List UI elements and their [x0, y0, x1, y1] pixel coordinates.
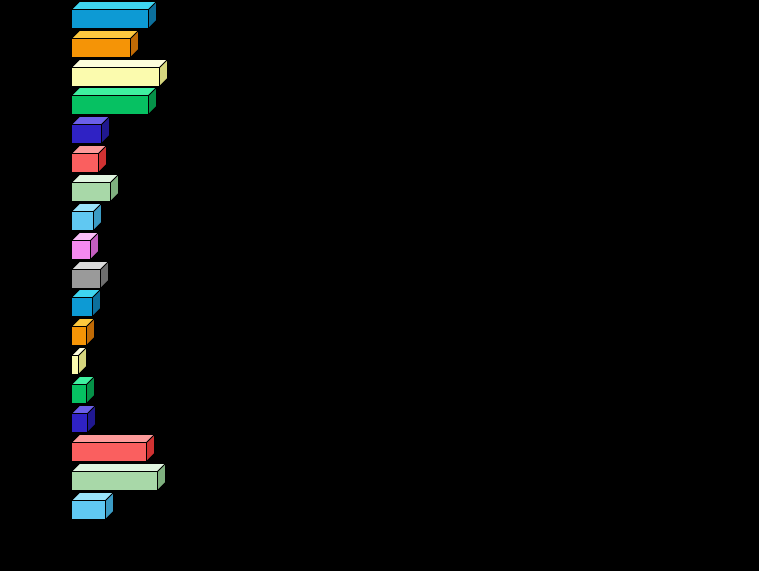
bar-14[interactable] — [70, 375, 96, 405]
bar-front-face — [71, 182, 111, 202]
bar-16[interactable] — [70, 433, 156, 463]
bar-top-face — [70, 59, 169, 68]
bar-front-face — [71, 153, 99, 173]
bar-7[interactable] — [70, 173, 120, 203]
bar-18[interactable] — [70, 491, 115, 521]
bar-15[interactable] — [70, 404, 97, 434]
bar-front-face — [71, 355, 79, 375]
bar-top-face — [70, 463, 167, 472]
bar-2[interactable] — [70, 29, 140, 59]
bar-top-face — [70, 434, 156, 443]
bar-front-face — [71, 211, 94, 231]
bar-8[interactable] — [70, 202, 103, 232]
bar-11[interactable] — [70, 288, 102, 318]
bar-12[interactable] — [70, 317, 96, 347]
bar-front-face — [71, 38, 131, 58]
bar-front-face — [71, 326, 87, 346]
bar-front-face — [71, 67, 160, 87]
bar-front-face — [71, 500, 106, 520]
bar-4[interactable] — [70, 86, 158, 116]
bar-top-face — [70, 1, 158, 10]
bar-9[interactable] — [70, 231, 100, 261]
bar-top-face — [70, 87, 158, 96]
bar-front-face — [71, 297, 93, 317]
bar-3[interactable] — [70, 58, 169, 88]
bar-front-face — [71, 124, 102, 144]
bar-10[interactable] — [70, 260, 110, 290]
bar-front-face — [71, 269, 101, 289]
bar-top-face — [70, 30, 140, 39]
bar-front-face — [71, 240, 91, 260]
bar-5[interactable] — [70, 115, 111, 145]
bar-13[interactable] — [70, 346, 88, 376]
bar-front-face — [71, 442, 147, 462]
bar-front-face — [71, 95, 149, 115]
bar-front-face — [71, 471, 158, 491]
bar-6[interactable] — [70, 144, 108, 174]
bar-front-face — [71, 9, 149, 29]
bar-1[interactable] — [70, 0, 158, 30]
bar-17[interactable] — [70, 462, 167, 492]
bar-front-face — [71, 413, 88, 433]
bar-front-face — [71, 384, 87, 404]
